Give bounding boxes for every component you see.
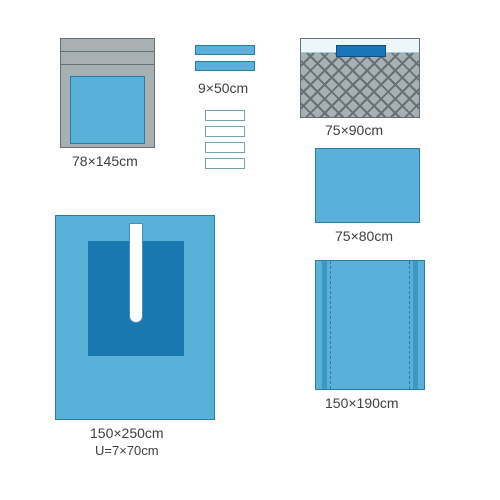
- side-band: [322, 261, 327, 389]
- white-rect: [205, 126, 245, 137]
- drape-150x250: [55, 215, 215, 420]
- drape-75x90-tab: [336, 45, 386, 57]
- white-rect: [205, 158, 245, 169]
- drape-78x145-stripe: [60, 51, 155, 52]
- label-u-7x70: U=7×70cm: [95, 443, 159, 458]
- drape-75x90: [300, 38, 420, 118]
- label-150x190: 150×190cm: [325, 395, 399, 411]
- drape-75x90-base: [300, 38, 420, 118]
- drape-150x250-outer: [55, 215, 215, 420]
- dash-line: [330, 261, 331, 389]
- strip: [195, 45, 255, 55]
- label-78x145: 78×145cm: [72, 153, 138, 169]
- drape-78x145-inner: [70, 76, 145, 144]
- label-150x250: 150×250cm: [90, 425, 164, 441]
- u-slot: [129, 223, 143, 323]
- strips-9x50: [195, 45, 255, 77]
- dash-line: [409, 261, 410, 389]
- strip: [195, 61, 255, 71]
- hatch-pattern: [301, 53, 419, 118]
- drape-78x145: [60, 38, 155, 148]
- side-band: [413, 261, 418, 389]
- white-rect: [205, 110, 245, 121]
- drape-150x190: [315, 260, 425, 390]
- label-9x50: 9×50cm: [198, 80, 248, 96]
- drape-75x80: [315, 148, 420, 223]
- white-rects: [205, 110, 245, 174]
- label-75x80: 75×80cm: [335, 228, 393, 244]
- label-75x90: 75×90cm: [325, 122, 383, 138]
- white-rect: [205, 142, 245, 153]
- drape-78x145-stripe: [60, 64, 155, 65]
